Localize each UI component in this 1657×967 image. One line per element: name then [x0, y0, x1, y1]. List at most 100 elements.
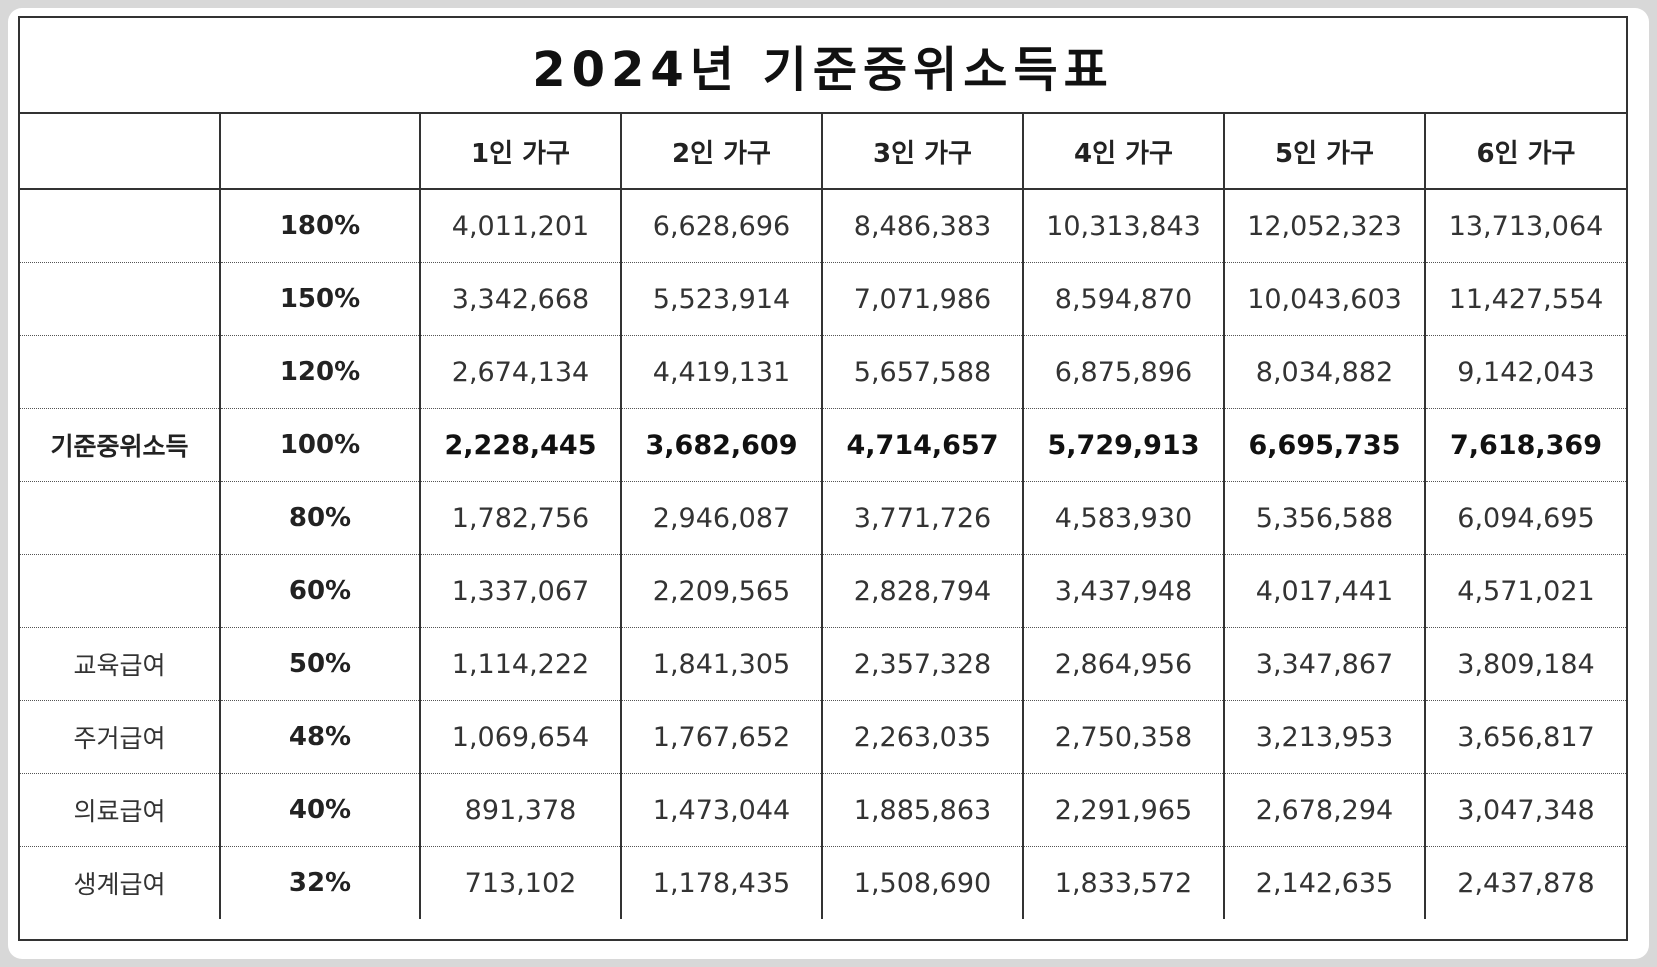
- income-value-cell: 3,656,817: [1424, 700, 1626, 774]
- income-value-cell: 10,043,603: [1223, 262, 1425, 336]
- income-value-cell: 4,714,657: [821, 408, 1023, 482]
- header-corner-pct: [219, 114, 420, 190]
- income-value-cell: 2,678,294: [1223, 773, 1425, 847]
- income-value-cell: 5,523,914: [620, 262, 822, 336]
- income-value-cell: 6,094,695: [1424, 481, 1626, 555]
- income-value-cell: 2,437,878: [1424, 846, 1626, 919]
- income-value-cell: 5,356,588: [1223, 481, 1425, 555]
- income-table-sheet: 2024년 기준중위소득표 1인 가구 2인 가구 3인 가구 4인 가구 5인…: [18, 16, 1628, 941]
- income-value-cell: 2,750,358: [1022, 700, 1224, 774]
- income-value-cell: 713,102: [419, 846, 621, 919]
- income-value-cell: 2,291,965: [1022, 773, 1224, 847]
- row-category-label: [20, 189, 220, 263]
- income-value-cell: 4,419,131: [620, 335, 822, 409]
- column-header: 1인 가구: [419, 114, 621, 190]
- income-value-cell: 6,695,735: [1223, 408, 1425, 482]
- income-value-cell: 7,071,986: [821, 262, 1023, 336]
- income-value-cell: 4,017,441: [1223, 554, 1425, 628]
- income-value-cell: 2,828,794: [821, 554, 1023, 628]
- row-percent: 60%: [219, 554, 420, 628]
- income-value-cell: 1,782,756: [419, 481, 621, 555]
- column-header: 2인 가구: [620, 114, 822, 190]
- column-header: 5인 가구: [1223, 114, 1425, 190]
- row-percent: 100%: [219, 408, 420, 482]
- row-category-label: 주거급여: [20, 700, 220, 774]
- income-value-cell: 2,209,565: [620, 554, 822, 628]
- header-row: 1인 가구 2인 가구 3인 가구 4인 가구 5인 가구 6인 가구: [20, 114, 1626, 190]
- income-value-cell: 1,885,863: [821, 773, 1023, 847]
- table-title: 2024년 기준중위소득표: [20, 18, 1626, 114]
- income-value-cell: 4,011,201: [419, 189, 621, 263]
- income-value-cell: 2,142,635: [1223, 846, 1425, 919]
- table-row: 60% 1,337,067 2,209,565 2,828,794 3,437,948 4…: [20, 554, 1626, 628]
- table-row: 기준중위소득 100% 2,228,445 3,682,609 4,714,657 5,7…: [20, 408, 1626, 482]
- income-value-cell: 4,571,021: [1424, 554, 1626, 628]
- income-value-cell: 3,771,726: [821, 481, 1023, 555]
- income-value-cell: 6,875,896: [1022, 335, 1224, 409]
- income-value-cell: 1,841,305: [620, 627, 822, 701]
- row-category-label: 기준중위소득: [20, 408, 220, 482]
- income-value-cell: 3,809,184: [1424, 627, 1626, 701]
- row-percent: 80%: [219, 481, 420, 555]
- income-value-cell: 9,142,043: [1424, 335, 1626, 409]
- income-value-cell: 3,437,948: [1022, 554, 1224, 628]
- median-income-table: 1인 가구 2인 가구 3인 가구 4인 가구 5인 가구 6인 가구 180%…: [20, 114, 1626, 919]
- income-value-cell: 3,682,609: [620, 408, 822, 482]
- income-value-cell: 1,069,654: [419, 700, 621, 774]
- income-value-cell: 10,313,843: [1022, 189, 1224, 263]
- row-category-label: 의료급여: [20, 773, 220, 847]
- row-percent: 40%: [219, 773, 420, 847]
- income-value-cell: 5,657,588: [821, 335, 1023, 409]
- row-category-label: [20, 481, 220, 555]
- income-value-cell: 12,052,323: [1223, 189, 1425, 263]
- table-row: 생계급여 32% 713,102 1,178,435 1,508,690 1,833,57…: [20, 846, 1626, 919]
- income-value-cell: 8,594,870: [1022, 262, 1224, 336]
- row-percent: 50%: [219, 627, 420, 701]
- row-percent: 150%: [219, 262, 420, 336]
- column-header: 3인 가구: [821, 114, 1023, 190]
- income-value-cell: 1,833,572: [1022, 846, 1224, 919]
- income-value-cell: 5,729,913: [1022, 408, 1224, 482]
- table-row: 의료급여 40% 891,378 1,473,044 1,885,863 2,291,96…: [20, 773, 1626, 847]
- header-corner-label: [20, 114, 220, 190]
- income-value-cell: 3,347,867: [1223, 627, 1425, 701]
- row-category-label: 교육급여: [20, 627, 220, 701]
- income-value-cell: 1,508,690: [821, 846, 1023, 919]
- row-category-label: [20, 262, 220, 336]
- table-row: 180% 4,011,201 6,628,696 8,486,383 10,313,84…: [20, 189, 1626, 263]
- income-value-cell: 2,228,445: [419, 408, 621, 482]
- row-category-label: [20, 554, 220, 628]
- income-value-cell: 13,713,064: [1424, 189, 1626, 263]
- table-row: 80% 1,782,756 2,946,087 3,771,726 4,583,930 5…: [20, 481, 1626, 555]
- income-value-cell: 891,378: [419, 773, 621, 847]
- income-value-cell: 6,628,696: [620, 189, 822, 263]
- table-body: 180% 4,011,201 6,628,696 8,486,383 10,313,84…: [20, 189, 1626, 919]
- income-value-cell: 2,263,035: [821, 700, 1023, 774]
- table-row: 150% 3,342,668 5,523,914 7,071,986 8,594,870…: [20, 262, 1626, 336]
- income-value-cell: 1,337,067: [419, 554, 621, 628]
- row-category-label: 생계급여: [20, 846, 220, 919]
- income-value-cell: 2,864,956: [1022, 627, 1224, 701]
- table-row: 주거급여 48% 1,069,654 1,767,652 2,263,035 2,750,…: [20, 700, 1626, 774]
- image-frame: 2024년 기준중위소득표 1인 가구 2인 가구 3인 가구 4인 가구 5인…: [8, 8, 1649, 959]
- income-value-cell: 3,342,668: [419, 262, 621, 336]
- income-value-cell: 1,114,222: [419, 627, 621, 701]
- income-value-cell: 1,473,044: [620, 773, 822, 847]
- income-value-cell: 3,047,348: [1424, 773, 1626, 847]
- row-percent: 120%: [219, 335, 420, 409]
- income-value-cell: 3,213,953: [1223, 700, 1425, 774]
- income-value-cell: 2,357,328: [821, 627, 1023, 701]
- table-row: 120% 2,674,134 4,419,131 5,657,588 6,875,896…: [20, 335, 1626, 409]
- income-value-cell: 7,618,369: [1424, 408, 1626, 482]
- income-value-cell: 4,583,930: [1022, 481, 1224, 555]
- income-value-cell: 1,178,435: [620, 846, 822, 919]
- column-header: 6인 가구: [1424, 114, 1626, 190]
- income-value-cell: 2,946,087: [620, 481, 822, 555]
- column-header: 4인 가구: [1022, 114, 1224, 190]
- row-percent: 32%: [219, 846, 420, 919]
- row-percent: 180%: [219, 189, 420, 263]
- income-value-cell: 2,674,134: [419, 335, 621, 409]
- row-category-label: [20, 335, 220, 409]
- income-value-cell: 1,767,652: [620, 700, 822, 774]
- row-percent: 48%: [219, 700, 420, 774]
